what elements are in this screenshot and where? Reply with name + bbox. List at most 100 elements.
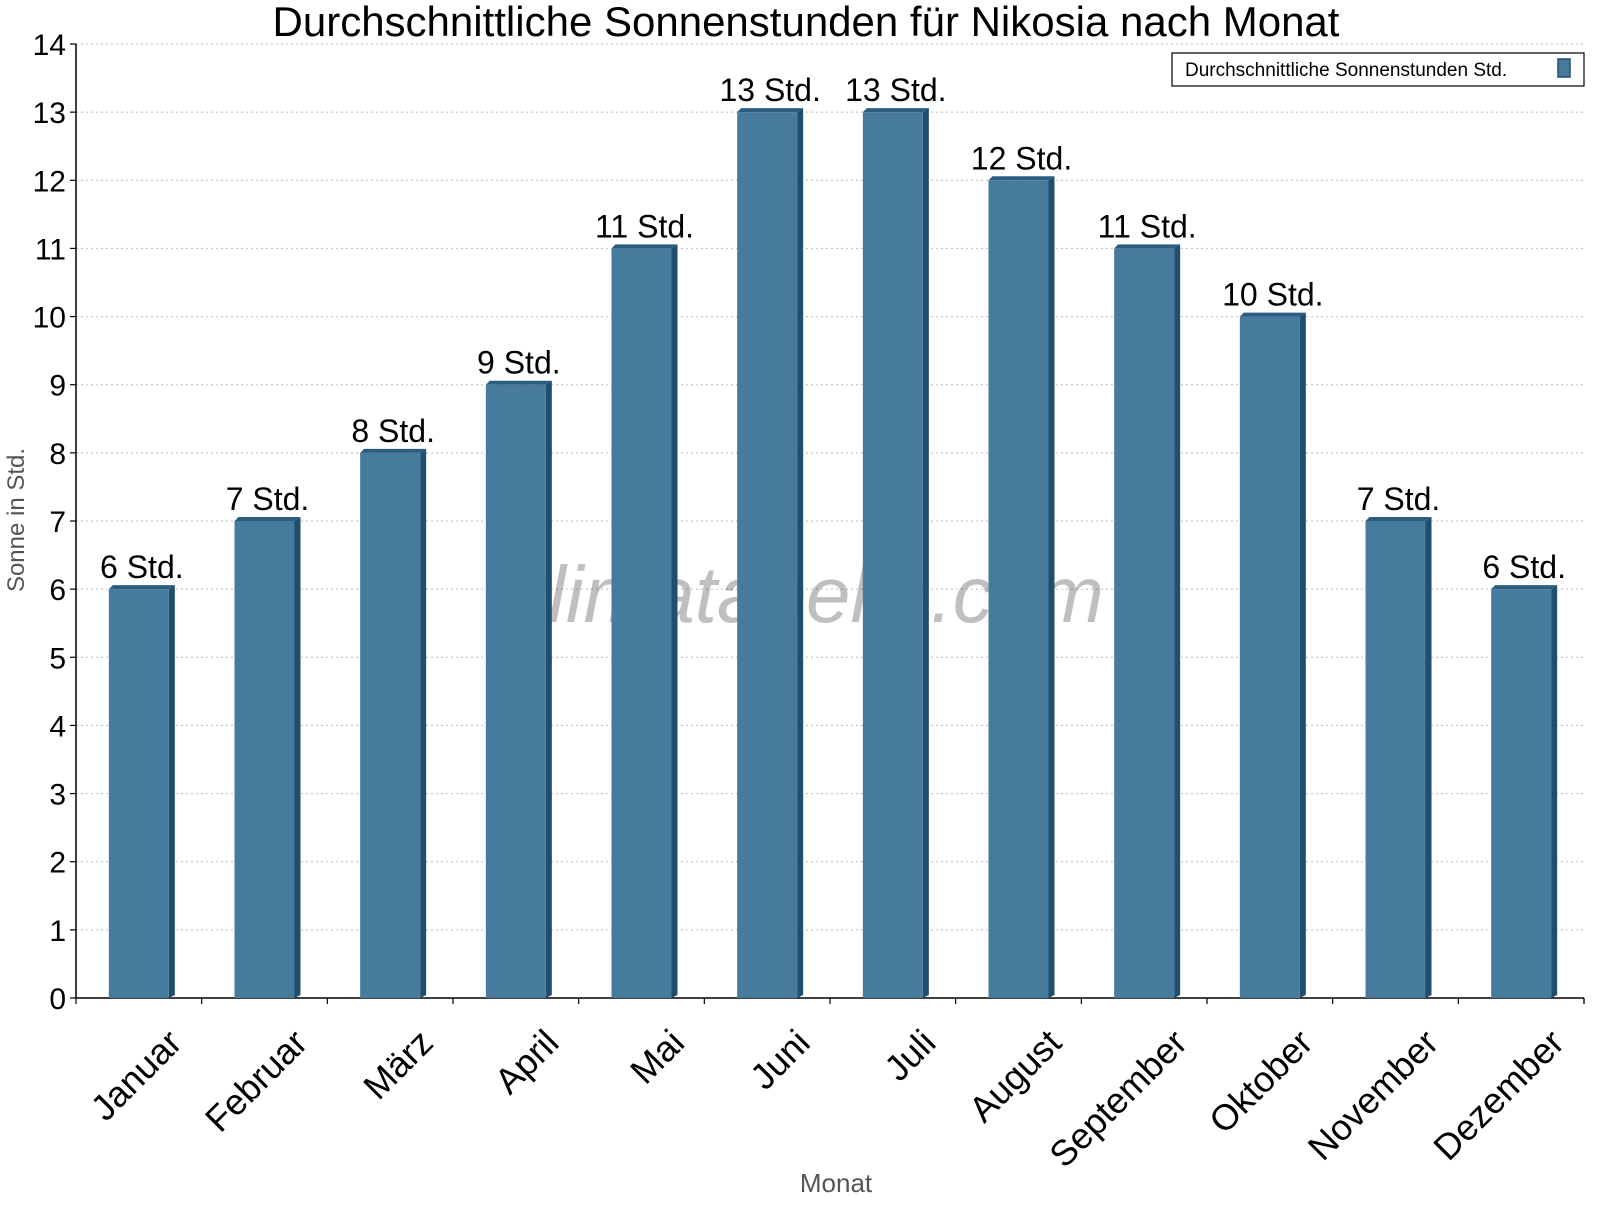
chart-title: Durchschnittliche Sonnenstunden für Niko…: [273, 0, 1340, 45]
y-tick-label: 8: [49, 438, 66, 471]
bar-front: [1239, 316, 1300, 999]
data-label: 8 Std.: [351, 413, 435, 449]
y-tick-label: 14: [33, 29, 66, 62]
data-label: 10 Std.: [1222, 277, 1323, 313]
data-label: 12 Std.: [971, 140, 1072, 176]
bar-front: [234, 521, 295, 998]
data-label: 9 Std.: [477, 345, 561, 381]
y-tick-label: 9: [49, 370, 66, 403]
y-tick-label: 2: [49, 847, 66, 880]
x-tick-label: Oktober: [1201, 1022, 1321, 1142]
bar-side: [1425, 517, 1432, 998]
bar-front: [1491, 589, 1552, 998]
bar-side: [294, 517, 301, 998]
bar: [862, 108, 929, 998]
bar-front: [737, 112, 798, 998]
x-tick-label: August: [961, 1022, 1069, 1130]
bar: [108, 585, 175, 998]
bar-top: [737, 108, 804, 113]
bar-top: [1491, 585, 1558, 590]
bar-front: [611, 248, 672, 998]
x-tick-label: Juli: [876, 1022, 943, 1089]
data-labels: 6 Std. 7 Std. 8 Std. 9 Std. 11 Std. 13 Std. 13…: [100, 72, 1566, 585]
bar: [737, 108, 804, 998]
bar-top: [1365, 517, 1432, 521]
x-axis: [75, 997, 1585, 1004]
bar-top: [611, 244, 678, 249]
bar-front: [360, 452, 421, 998]
bar-side: [1174, 244, 1181, 998]
bar-front: [1114, 248, 1175, 998]
data-label: 7 Std.: [226, 481, 310, 517]
x-tick-label: November: [1300, 1022, 1446, 1168]
bar-front: [485, 384, 546, 998]
bar: [234, 517, 301, 998]
data-label: 6 Std.: [1482, 549, 1566, 585]
bar-side: [545, 380, 552, 998]
x-tick-label: März: [355, 1022, 441, 1108]
x-tick-label: Dezember: [1425, 1022, 1571, 1168]
data-label: 6 Std.: [100, 549, 184, 585]
y-tick-label: 1: [49, 915, 66, 948]
bar-side: [1551, 585, 1558, 998]
bar-side: [671, 244, 678, 998]
bar: [1114, 244, 1181, 998]
x-tick-label: Februar: [197, 1022, 315, 1140]
y-tick-label: 10: [33, 302, 66, 335]
x-tick-label: September: [1041, 1022, 1195, 1176]
bar-series: [108, 108, 1558, 999]
bar-top: [1114, 244, 1181, 249]
bar-side: [797, 108, 804, 998]
bar-side: [168, 585, 175, 998]
bar-top: [988, 176, 1055, 181]
data-label: 11 Std.: [595, 208, 694, 244]
legend: Durchschnittliche Sonnenstunden Std.: [1171, 52, 1585, 87]
bar-front: [108, 589, 169, 998]
bar-side: [1299, 312, 1306, 999]
data-label: 13 Std.: [719, 72, 820, 108]
grid-lines: [76, 43, 1584, 931]
x-tick-label: Mai: [622, 1022, 692, 1092]
bar-top: [360, 448, 427, 453]
bar: [988, 176, 1055, 999]
bar-top: [234, 517, 301, 521]
bar-top: [862, 108, 929, 113]
legend-swatch: [1557, 58, 1571, 78]
x-tick-label: April: [486, 1022, 566, 1102]
legend-label: Durchschnittliche Sonnenstunden Std.: [1185, 60, 1507, 81]
bar-top: [108, 585, 175, 590]
y-tick-label: 11: [35, 233, 66, 266]
data-label: 13 Std.: [845, 72, 946, 108]
bar-front: [988, 180, 1049, 999]
data-label: 7 Std.: [1357, 481, 1441, 517]
y-tick-label: 13: [33, 97, 66, 130]
y-tick-label: 7: [49, 506, 66, 539]
y-tick-label: 12: [33, 165, 66, 198]
y-tick-label: 6: [49, 574, 66, 607]
bar: [611, 244, 678, 998]
y-tick-label: 3: [49, 779, 66, 812]
bar: [1365, 517, 1432, 998]
x-tick-label: Juni: [742, 1022, 818, 1098]
y-tick-label: 4: [49, 710, 66, 743]
x-tick-label: Januar: [83, 1022, 190, 1129]
bar-top: [1239, 312, 1306, 317]
x-tick-labels: Januar Februar März April Mai Juni Juli AugustS…: [83, 1022, 1572, 1176]
y-tick-label: 5: [49, 642, 66, 675]
bar-top: [485, 380, 552, 385]
y-axis-label: Sonne in Std.: [3, 448, 30, 592]
bar: [485, 380, 552, 998]
data-label: 11 Std.: [1098, 208, 1197, 244]
bar: [360, 448, 427, 998]
bar-front: [1365, 521, 1426, 998]
bar-side: [420, 448, 427, 998]
y-tick-label: 0: [49, 983, 66, 1016]
legend-box: [1171, 52, 1585, 87]
bar-front: [862, 112, 923, 998]
bar: [1491, 585, 1558, 998]
bar-side: [1048, 176, 1055, 999]
bar-side: [922, 108, 929, 998]
